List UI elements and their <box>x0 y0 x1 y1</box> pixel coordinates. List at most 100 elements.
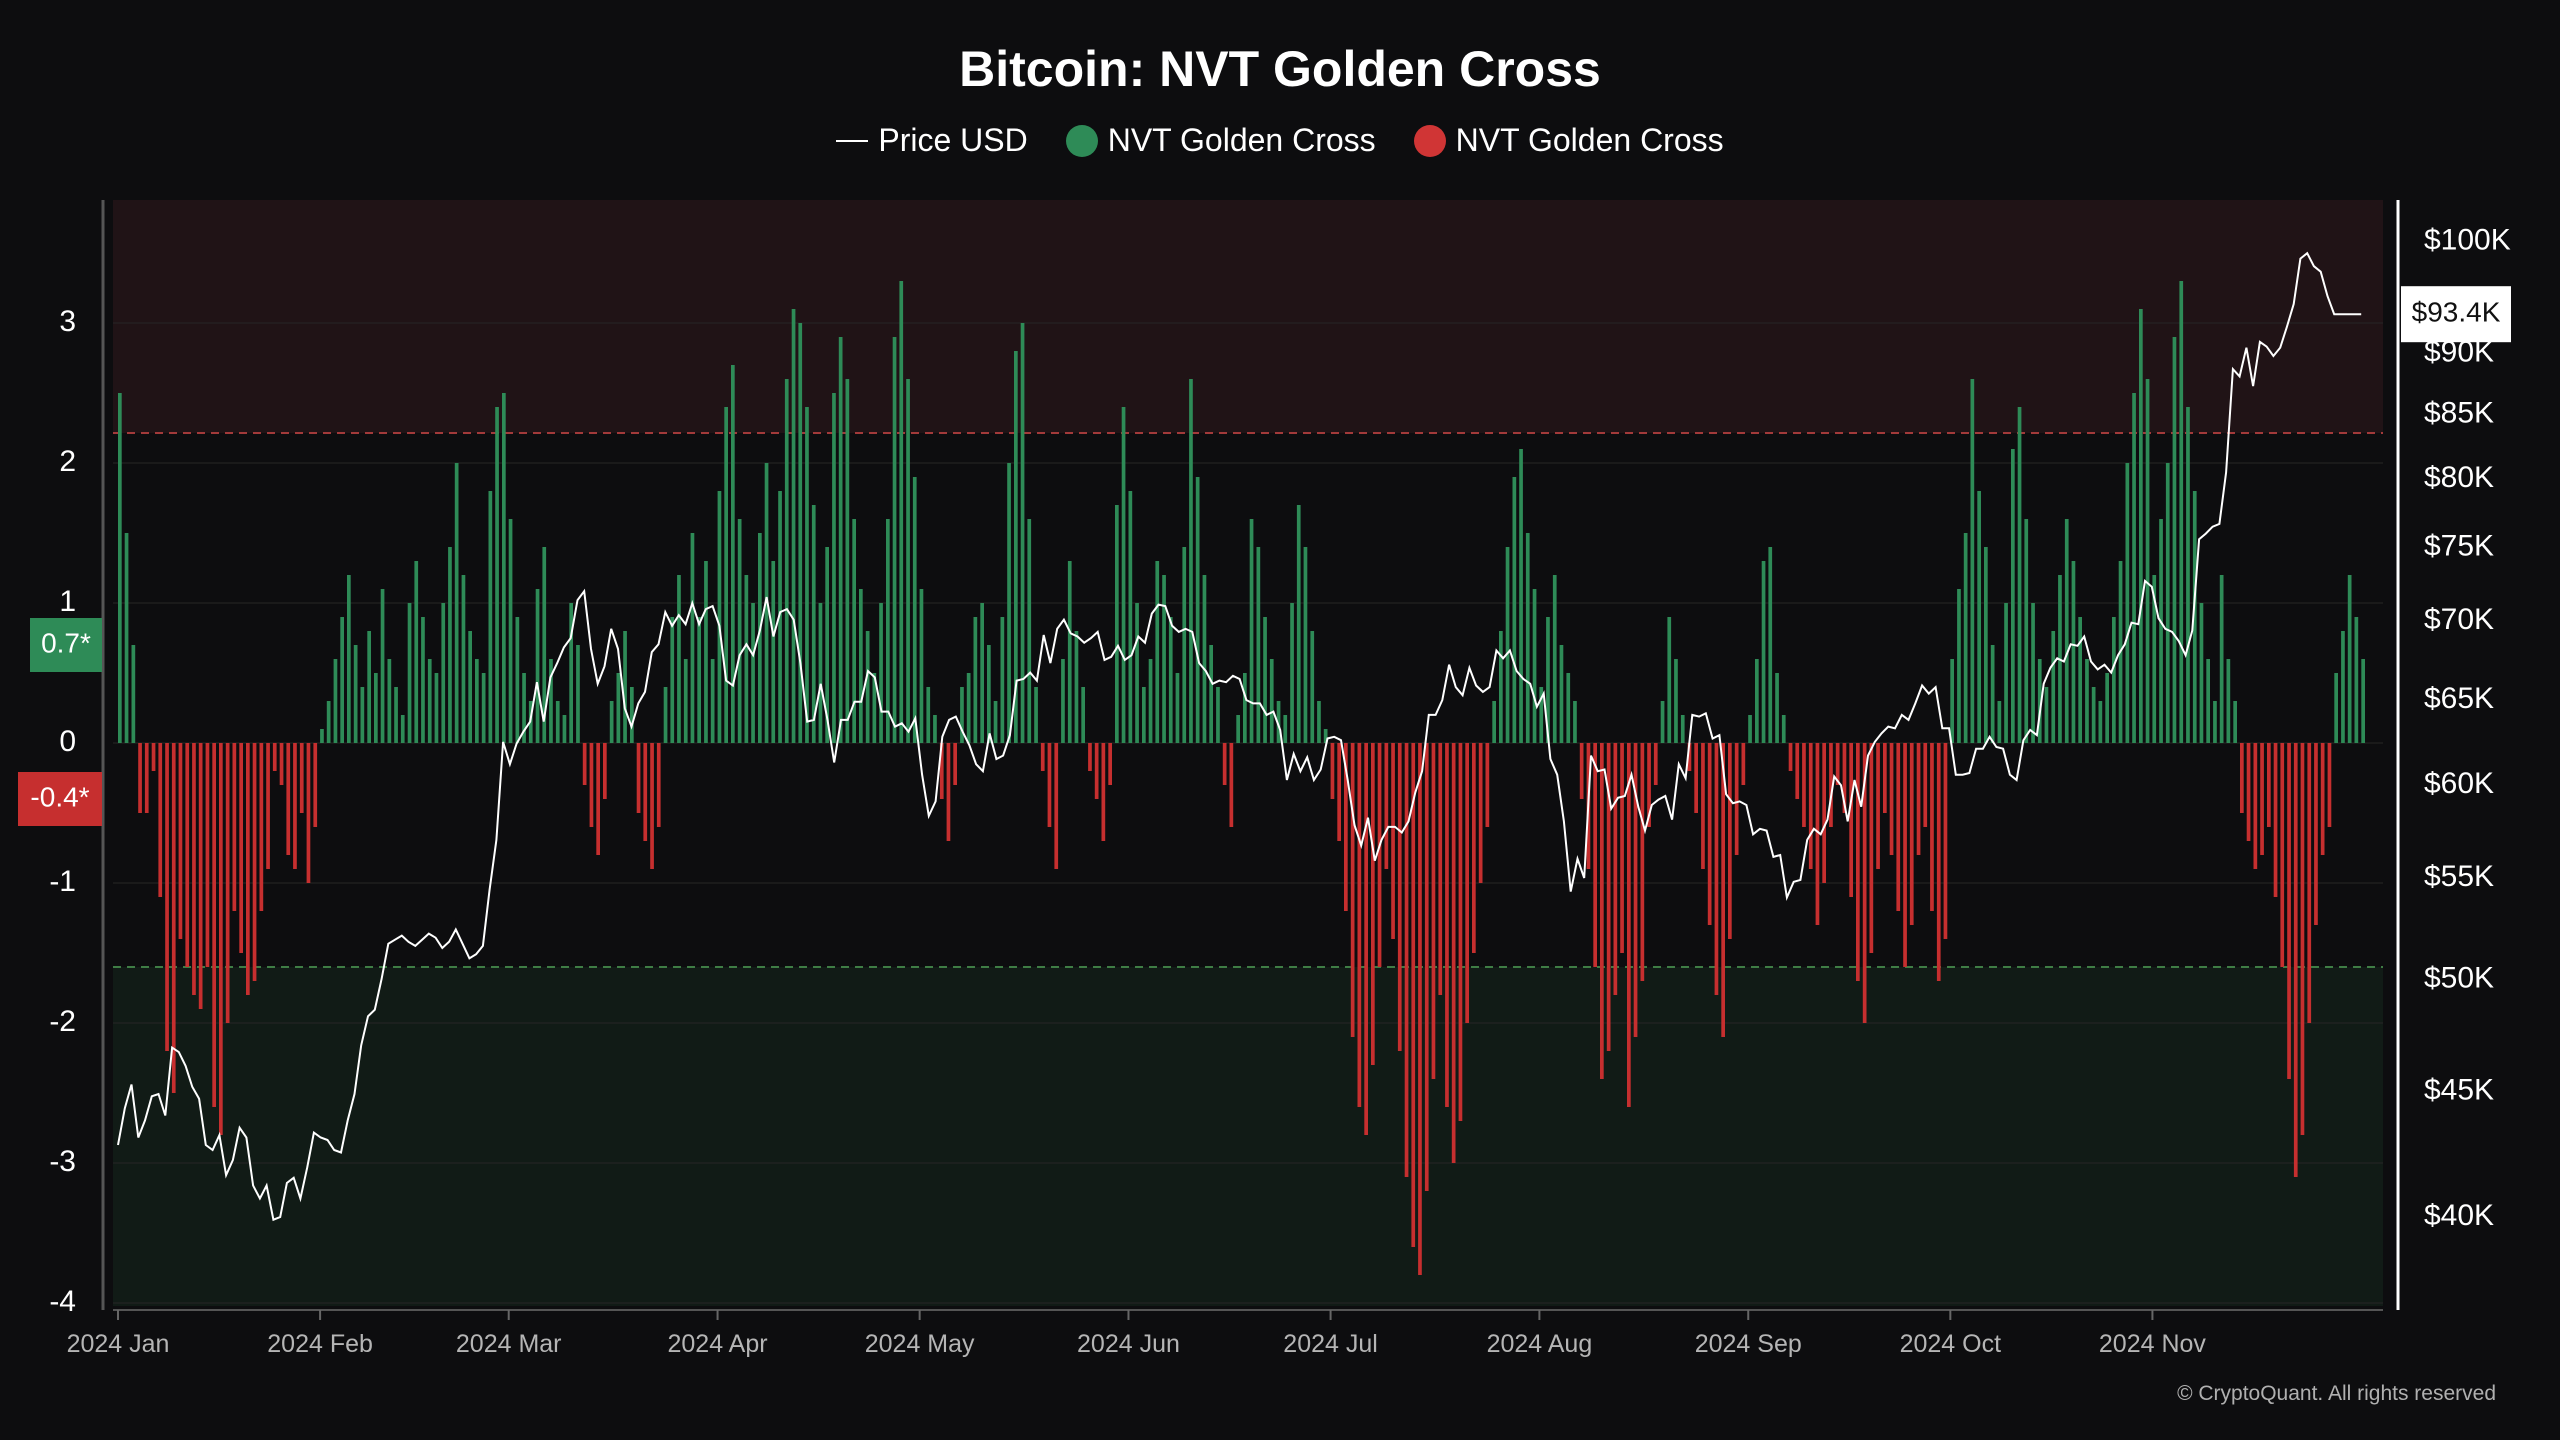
nvt-bar-positive <box>1323 729 1328 743</box>
nvt-bar-positive <box>1216 687 1220 743</box>
x-tick-label: 2024 Jun <box>1077 1330 1180 1358</box>
nvt-bar-positive <box>1957 589 1961 743</box>
nvt-bar-positive <box>906 379 910 743</box>
nvt-bar-positive <box>2159 519 2163 743</box>
nvt-bar-positive <box>2165 463 2170 743</box>
nvt-bar-negative <box>1701 743 1705 869</box>
nvt-bar-positive <box>609 701 614 743</box>
nvt-bar-positive <box>374 673 378 743</box>
nvt-bar-negative <box>1344 743 1348 911</box>
nvt-bar-positive <box>508 519 513 743</box>
nvt-bar-positive <box>1269 659 1274 743</box>
nvt-bar-positive <box>1573 701 1577 743</box>
nvt-bar-positive <box>535 589 540 743</box>
nvt-bar-positive <box>623 631 627 743</box>
nvt-bar-positive <box>1532 589 1537 743</box>
nvt-bar-positive <box>569 603 573 743</box>
right-axis-labels: $100K$90K$85K$80K$75K$70K$65K$60K$55K$50… <box>2424 223 2511 1232</box>
nvt-bar-positive <box>320 729 324 743</box>
y-left-tick-label: -4 <box>49 1285 76 1318</box>
nvt-bar-positive <box>2017 407 2022 743</box>
nvt-bar-negative <box>1350 743 1355 1037</box>
nvt-bar-negative <box>286 743 291 855</box>
nvt-bar-negative <box>1040 743 1045 771</box>
nvt-bar-positive <box>2347 575 2352 743</box>
nvt-bar-negative <box>636 743 641 813</box>
nvt-bar-negative <box>138 743 142 813</box>
nvt-bar-negative <box>643 743 648 841</box>
price-line <box>117 251 2362 1222</box>
y-left-tick-label: 2 <box>59 445 76 478</box>
nvt-bar-negative <box>1431 743 1436 1079</box>
nvt-bar-positive <box>1243 673 1247 743</box>
x-tick-label: 2024 Jul <box>1283 1330 1378 1358</box>
nvt-bar-positive <box>912 477 917 743</box>
x-tick-label: 2024 Feb <box>267 1330 373 1358</box>
nvt-bar-negative <box>252 743 257 981</box>
nvt-bar-negative <box>1600 743 1604 1079</box>
nvt-bar-positive <box>380 589 385 743</box>
nvt-bar-positive <box>764 463 769 743</box>
nvt-bar-negative <box>1485 743 1490 827</box>
nvt-bar-positive <box>973 617 978 743</box>
nvt-bar-positive <box>1963 533 1968 743</box>
nvt-bar-positive <box>717 491 722 743</box>
y-left-tick-label: -1 <box>49 865 76 898</box>
nvt-bar-positive <box>1155 561 1160 743</box>
nvt-bar-negative <box>1371 743 1375 1065</box>
y-right-tick-label: $40K <box>2424 1199 2494 1232</box>
nvt-bar-negative <box>1445 743 1449 1107</box>
nvt-bar-positive <box>2132 393 2136 743</box>
legend-item-nvt-red[interactable]: NVT Golden Cross <box>1413 122 1724 159</box>
nvt-bar-positive <box>2145 379 2150 743</box>
nvt-bar-negative <box>185 743 190 967</box>
nvt-bar-positive <box>1256 547 1261 743</box>
nvt-bar-positive <box>2112 617 2116 743</box>
nvt-bar-negative <box>603 743 607 799</box>
nvt-bar-positive <box>1263 617 1267 743</box>
nvt-bar-positive <box>448 547 452 743</box>
nvt-bar-negative <box>2267 743 2271 827</box>
nvt-bar-positive <box>1081 687 1085 743</box>
nvt-bar-positive <box>1236 715 1240 743</box>
nvt-bar-positive <box>1128 491 1133 743</box>
nvt-bar-positive <box>1512 477 1517 743</box>
nvt-bar-positive <box>488 491 493 743</box>
nvt-bar-positive <box>2011 449 2015 743</box>
red-value-text: -0.4* <box>30 781 89 812</box>
nvt-bar-positive <box>118 393 122 743</box>
nvt-bar-negative <box>2300 743 2305 1135</box>
nvt-bar-negative <box>1229 743 1234 827</box>
y-right-tick-label: $75K <box>2424 530 2494 563</box>
nvt-bar-negative <box>306 743 311 883</box>
nvt-bar-negative <box>1620 743 1624 953</box>
green-value-badge: 0.7* <box>30 618 102 672</box>
nvt-bar-positive <box>1276 701 1281 743</box>
current-price-text: $93.4K <box>2412 297 2501 328</box>
nvt-bar-positive <box>1034 687 1038 743</box>
nvt-bar-negative <box>2280 743 2285 967</box>
nvt-bar-positive <box>522 673 526 743</box>
current-price-badge: $93.4K <box>2401 286 2511 343</box>
nvt-bar-positive <box>340 617 344 743</box>
nvt-bar-positive <box>737 519 742 743</box>
nvt-bar-positive <box>441 603 446 743</box>
legend-item-nvt-green[interactable]: NVT Golden Cross <box>1065 122 1376 159</box>
legend-item-price[interactable]: Price USD <box>836 122 1028 159</box>
nvt-bar-negative <box>1788 743 1793 771</box>
nvt-bar-positive <box>2071 561 2076 743</box>
nvt-bar-negative <box>1418 743 1422 1275</box>
nvt-bar-positive <box>2091 687 2096 743</box>
nvt-bar-positive <box>1755 659 1759 743</box>
nvt-bar-negative <box>1741 743 1746 785</box>
nvt-bar-negative <box>1579 743 1584 799</box>
nvt-bar-negative <box>582 743 587 785</box>
nvt-bar-positive <box>2064 519 2069 743</box>
nvt-bar-positive <box>394 687 398 743</box>
nvt-bar-negative <box>1101 743 1106 841</box>
nvt-bar-positive <box>704 561 708 743</box>
nvt-bar-negative <box>171 743 176 1093</box>
nvt-bar-negative <box>1397 743 1402 1051</box>
x-tick-label: 2024 Oct <box>1900 1330 2002 1358</box>
